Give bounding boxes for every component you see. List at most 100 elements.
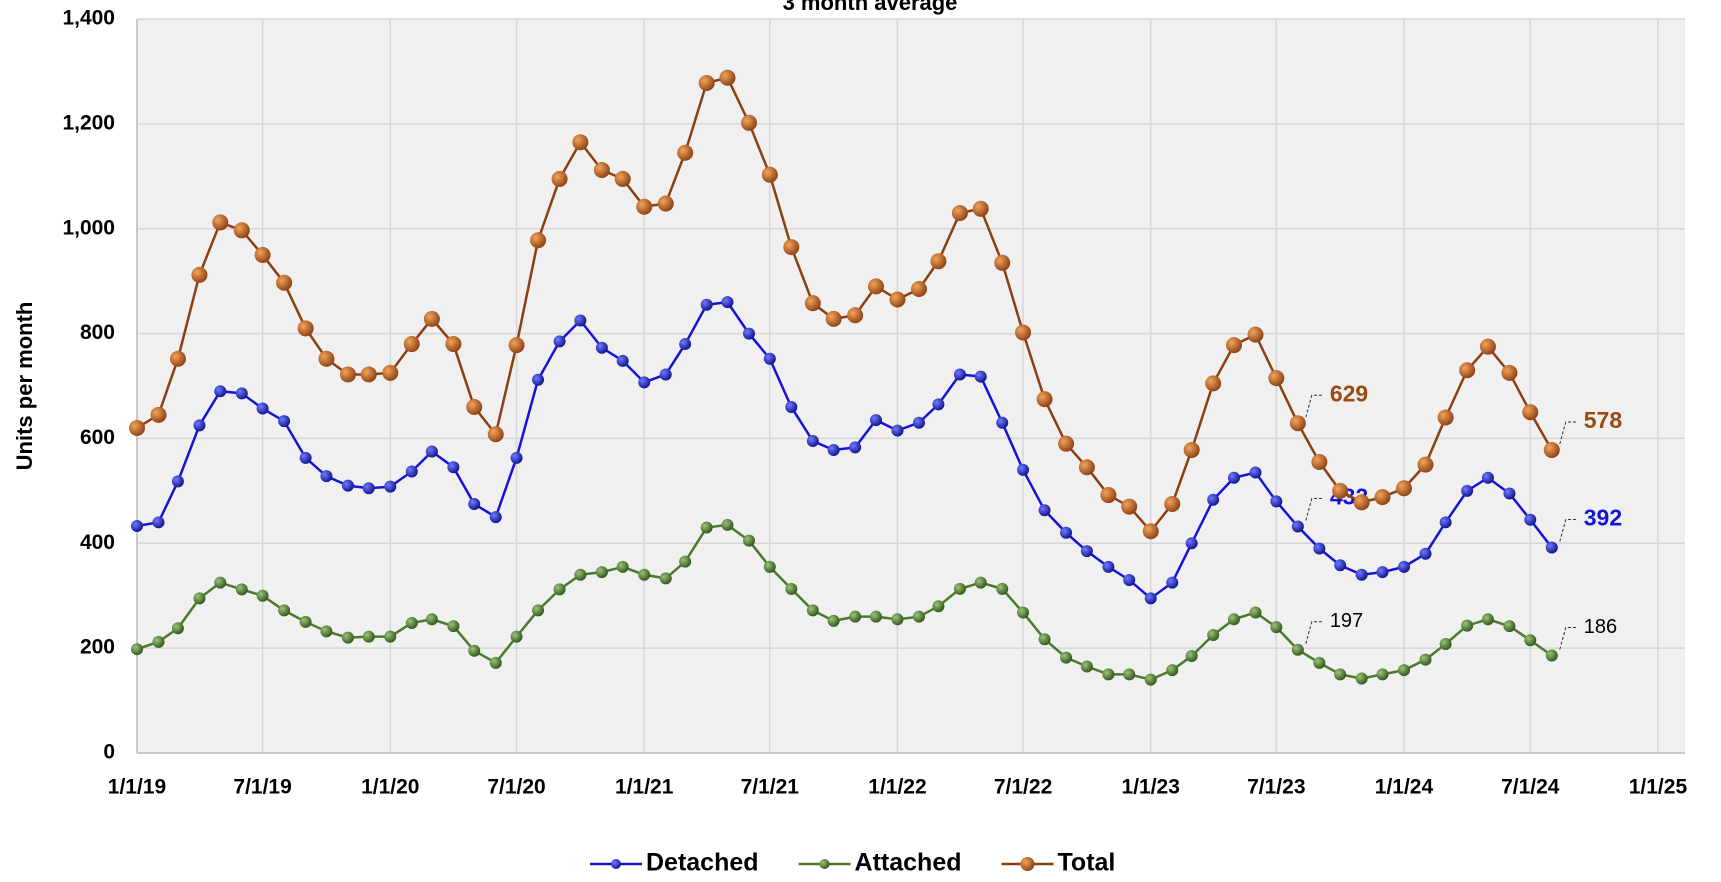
data-point [700,521,713,534]
data-point [131,643,143,656]
data-point [721,518,734,531]
data-point [320,625,333,638]
data-point [1249,466,1262,479]
data-point [384,630,397,643]
data-point [1522,404,1539,421]
data-point [254,246,271,263]
data-point [1080,660,1093,673]
data-point [278,415,291,428]
data-point [891,424,904,437]
leader-line [1559,518,1578,542]
data-point [1395,480,1412,497]
data-point [1313,542,1326,555]
x-tick-label: 7/1/20 [487,776,545,799]
data-point [1060,651,1073,664]
data-point [783,239,800,256]
data-point [785,400,798,413]
data-point [318,350,335,367]
data-point [1459,362,1476,379]
x-tick-label: 1/1/24 [1375,776,1434,799]
data-point [508,337,525,354]
data-point [869,414,882,427]
data-point [1437,409,1454,426]
data-point [171,475,184,488]
legend-item: Attached [798,849,962,877]
data-point [996,416,1009,429]
data-point [1144,673,1157,686]
data-point [1166,576,1179,589]
data-point [1185,537,1198,550]
x-tick-label: 1/1/23 [1122,776,1180,799]
data-point [616,560,629,573]
data-point [530,232,547,249]
data-point [131,519,143,532]
data-point [1524,513,1537,526]
data-point [1017,463,1030,476]
data-point [742,534,755,547]
data-point [825,310,842,327]
data-point [487,426,504,443]
legend-marker [819,859,830,869]
data-point [953,368,966,381]
legend-label: Total [1058,849,1116,877]
data-point [1247,326,1264,343]
y-tick-label: 600 [80,426,115,449]
data-point [1183,441,1200,458]
data-point [1123,668,1136,681]
data-point [193,419,206,432]
x-tick-label: 1/1/25 [1629,776,1688,799]
data-point [721,296,734,309]
data-point [1313,656,1326,669]
data-point [867,278,884,295]
data-point [191,266,208,283]
legend-label: Attached [855,849,962,877]
data-label: 629 [1330,380,1368,406]
data-point [1268,370,1285,387]
data-point [447,461,460,474]
data-point [1102,668,1115,681]
data-point [532,373,545,386]
y-tick-label: 200 [80,636,115,659]
data-point [405,465,418,478]
data-point [214,385,227,398]
data-point [233,222,250,239]
leader-line [1559,626,1578,650]
data-point [1439,516,1452,529]
data-point [1334,559,1347,572]
data-point [1479,338,1496,355]
data-point [994,254,1011,271]
plot-area [137,19,1685,753]
data-point [468,497,481,510]
data-point [1461,484,1474,497]
data-point [1249,606,1262,619]
data-point [910,281,927,298]
data-point [679,555,692,568]
data-point [719,69,736,86]
data-point [1205,375,1222,392]
data-point [595,566,608,579]
data-point [129,419,145,436]
legend-marker [1020,857,1035,871]
data-point [595,341,608,354]
data-point [638,568,651,581]
leader-line [1559,421,1578,445]
data-point [785,582,798,595]
data-point [593,161,610,178]
data-point [636,198,653,215]
data-point [1397,560,1410,573]
data-point [574,314,587,327]
data-point [1017,606,1030,619]
chart-title: 3 month average [783,0,958,15]
data-point [804,295,821,312]
data-point [827,443,840,456]
data-point [1166,664,1179,677]
data-point [297,320,314,337]
x-tick-label: 7/1/21 [741,776,800,799]
data-point [1270,621,1283,634]
data-point [761,166,778,183]
data-point [1227,613,1240,626]
data-point [1397,664,1410,677]
data-point [1144,592,1157,605]
data-point [403,336,420,353]
